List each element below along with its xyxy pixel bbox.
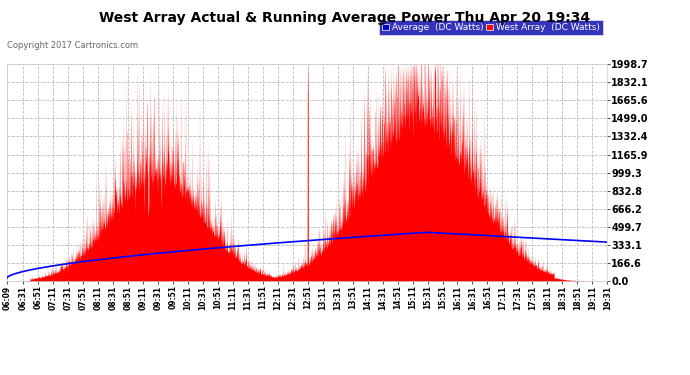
Text: Copyright 2017 Cartronics.com: Copyright 2017 Cartronics.com: [7, 41, 138, 50]
Legend: Average  (DC Watts), West Array  (DC Watts): Average (DC Watts), West Array (DC Watts…: [380, 20, 602, 35]
Text: West Array Actual & Running Average Power Thu Apr 20 19:34: West Array Actual & Running Average Powe…: [99, 11, 591, 25]
